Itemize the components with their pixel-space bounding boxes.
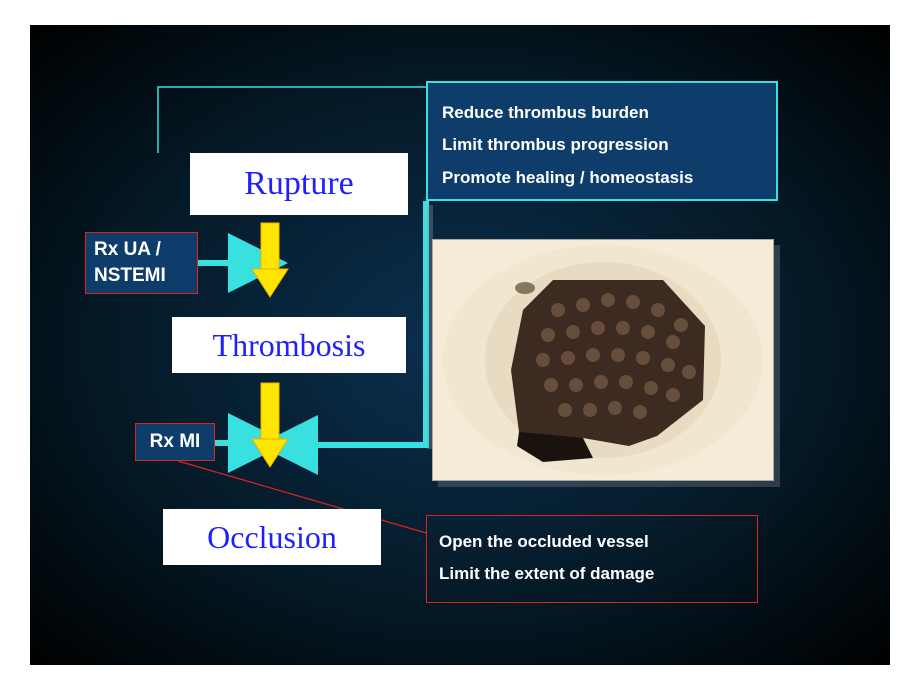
info-top-line-1: Reduce thrombus burden <box>442 97 762 129</box>
yellow-arrow-2 <box>252 383 288 467</box>
rx-ua-line1: Rx UA / <box>94 237 166 263</box>
step-thrombosis: Thrombosis <box>172 317 406 373</box>
info-top-line-2: Limit thrombus progression <box>442 129 762 161</box>
rx-mi-label: Rx MI <box>150 429 201 455</box>
info-bottom-line-1: Open the occluded vessel <box>439 526 745 558</box>
info-bottom-box: Open the occluded vessel Limit the exten… <box>426 515 758 603</box>
step-thrombosis-label: Thrombosis <box>213 327 366 364</box>
slide-canvas: Rupture Thrombosis Occlusion Rx UA / NST… <box>30 25 890 665</box>
rx-ua-nstemi-box: Rx UA / NSTEMI <box>85 232 198 294</box>
rx-ua-line2: NSTEMI <box>94 263 166 289</box>
step-rupture-label: Rupture <box>244 165 354 203</box>
info-top-box: Reduce thrombus burden Limit thrombus pr… <box>426 81 778 201</box>
step-occlusion-label: Occlusion <box>207 519 337 556</box>
info-top-line-3: Promote healing / homeostasis <box>442 162 762 194</box>
step-rupture: Rupture <box>190 153 408 215</box>
step-occlusion: Occlusion <box>163 509 381 565</box>
rx-mi-box: Rx MI <box>135 423 215 461</box>
thrombus-svg <box>433 240 773 480</box>
thrombus-image <box>432 239 774 481</box>
cyan-connector-top <box>158 87 426 153</box>
info-bottom-line-2: Limit the extent of damage <box>439 558 745 590</box>
yellow-arrow-1 <box>252 223 288 297</box>
